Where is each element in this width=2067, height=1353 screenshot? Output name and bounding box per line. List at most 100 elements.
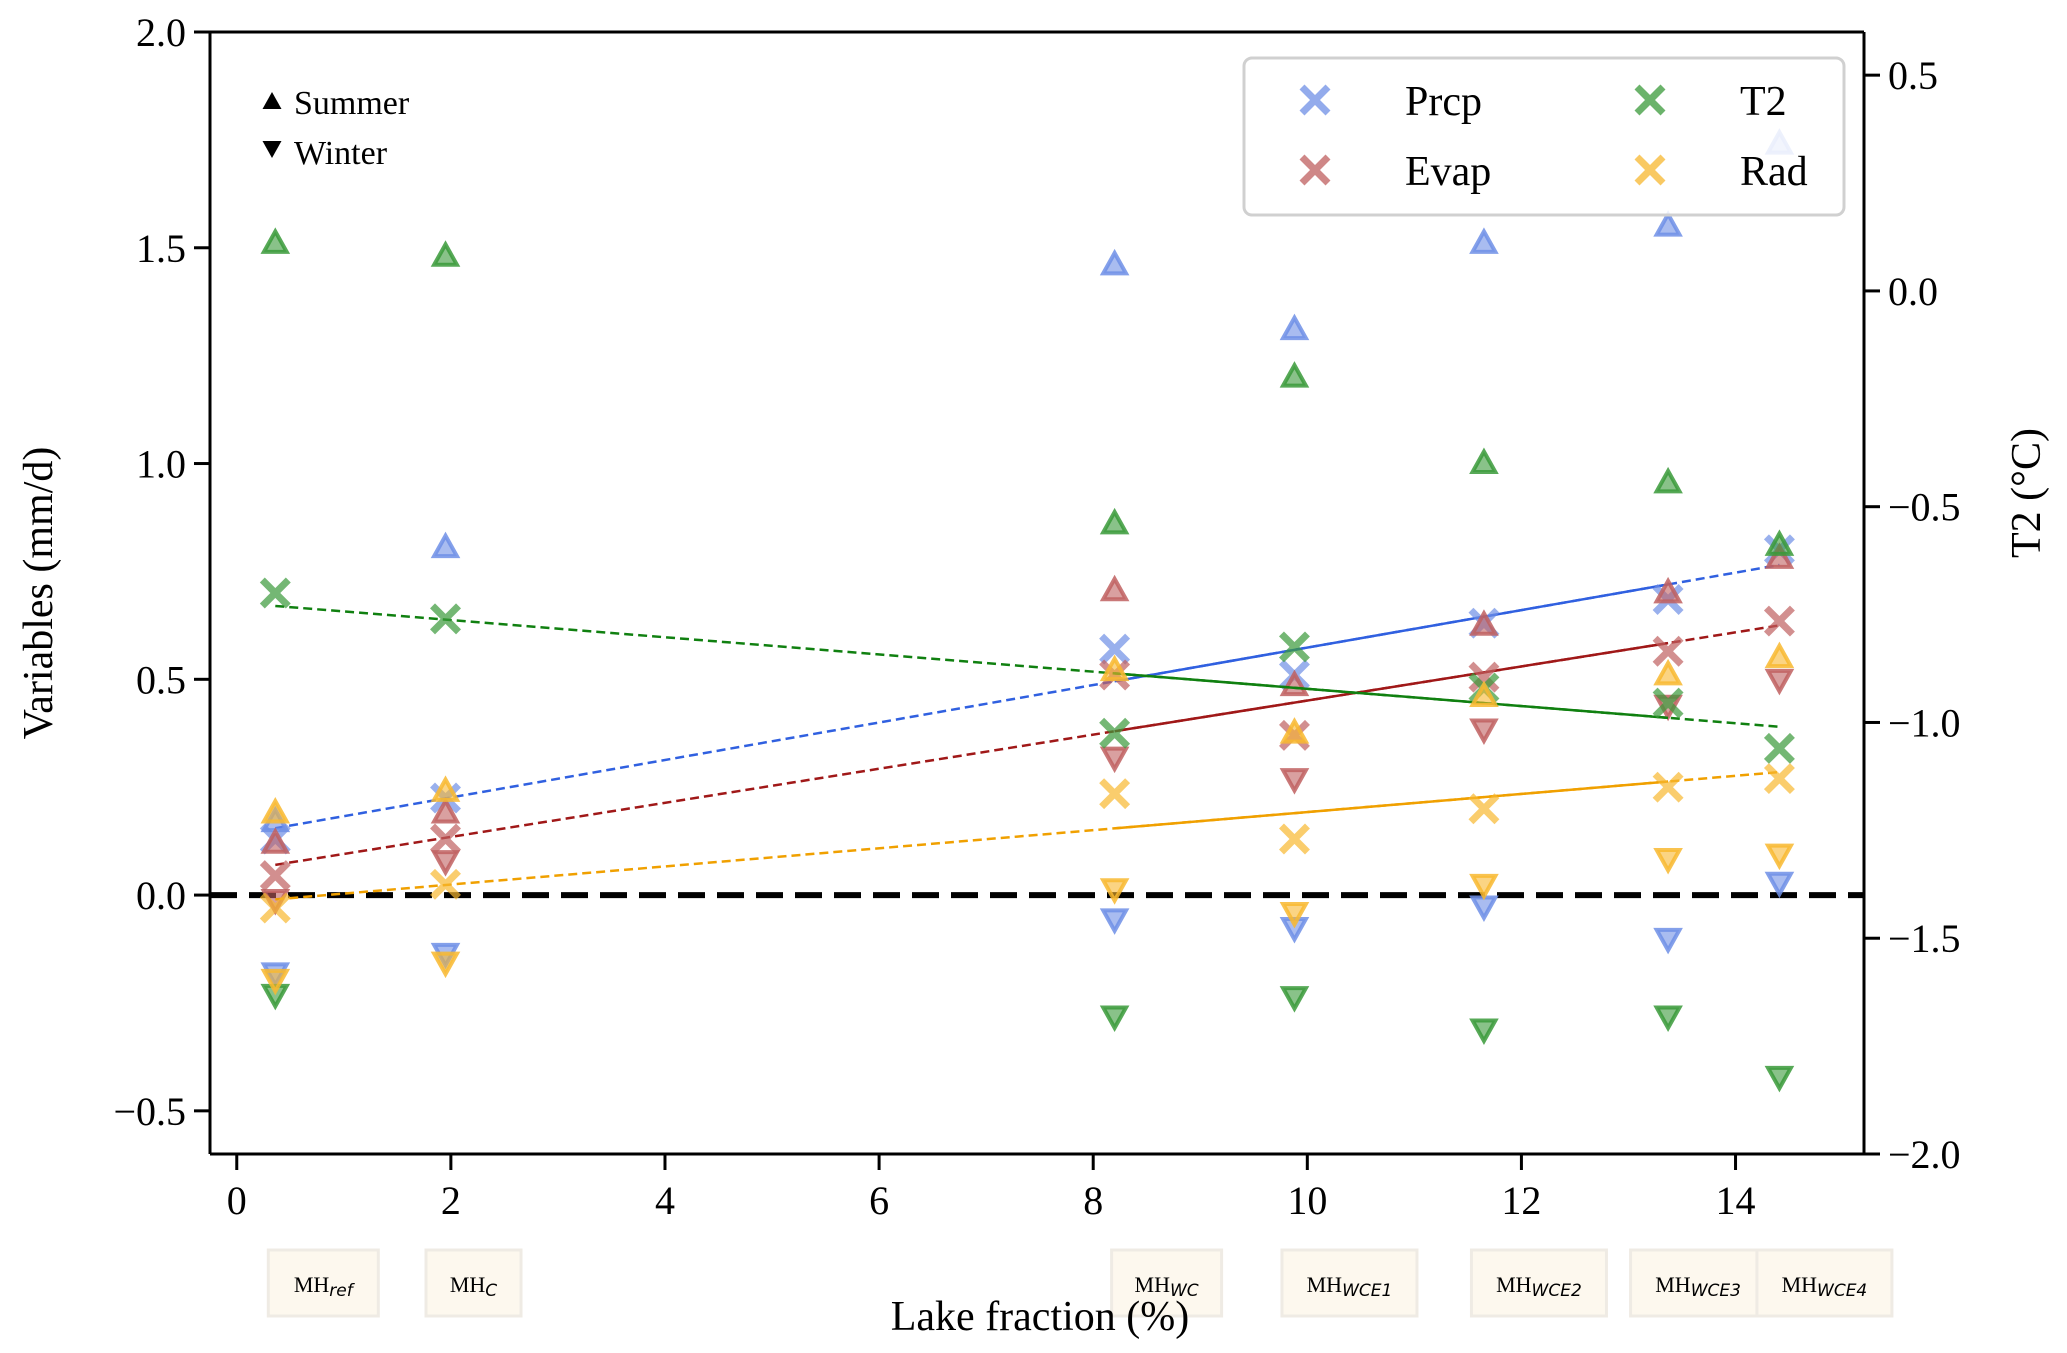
series-evap	[259, 542, 1795, 916]
summer-point	[260, 227, 291, 254]
summer-point	[260, 827, 291, 854]
winter-point	[430, 951, 461, 979]
legend-marker-x-icon	[1634, 84, 1666, 116]
season-legend: Summer Winter	[262, 85, 410, 172]
y-tick-label: 2.0	[136, 10, 186, 55]
winter-point	[1469, 718, 1499, 746]
legend-entry-t2: T2	[1634, 79, 1787, 125]
legend-marker-x-icon	[1299, 84, 1331, 116]
summer-point	[1653, 576, 1683, 604]
experiment-label-box	[1629, 1248, 1768, 1318]
winter-point	[1099, 878, 1130, 905]
summer-point	[430, 775, 461, 802]
winter-point	[1469, 873, 1499, 901]
season-label: Winter	[294, 135, 388, 172]
annual-point	[1652, 687, 1684, 719]
winter-point	[1279, 768, 1310, 795]
winter-point	[1764, 843, 1795, 871]
summer-point	[430, 796, 461, 824]
summer-point	[1764, 542, 1795, 569]
experiment-labels: MHref MHC MHWC MHWCE1 MHWCE2 MHWCE3 MHWCE4	[266, 1248, 1894, 1318]
summer-point	[1764, 529, 1795, 556]
winter-point	[430, 850, 461, 877]
fit-line-solid	[1114, 780, 1669, 830]
legend-entry-rad: Rad	[1634, 149, 1808, 195]
experiment-label-text: MHWC	[1135, 1272, 1199, 1301]
summer-point	[1469, 680, 1499, 707]
fit-line-solid	[1114, 583, 1669, 683]
y-tick-label: −0.5	[113, 1089, 186, 1134]
experiment-label: MHWCE4	[1755, 1248, 1894, 1318]
summer-point	[1469, 609, 1499, 636]
annual-point	[1278, 631, 1310, 663]
x-tick-label: 12	[1501, 1178, 1541, 1223]
x-tick-label: 10	[1287, 1178, 1327, 1223]
experiment-label-box	[1755, 1248, 1894, 1318]
season-label: Summer	[294, 85, 410, 122]
legend-label: Evap	[1405, 149, 1491, 195]
experiment-label: MHref	[266, 1248, 380, 1318]
y-right-tick-label: −2.0	[1888, 1132, 1961, 1177]
triangle-down-icon	[262, 141, 282, 158]
summer-point	[1099, 248, 1130, 276]
x-axis-title: Lake fraction (%)	[891, 1294, 1190, 1340]
summer-point	[1099, 654, 1130, 682]
annual-point	[1468, 661, 1500, 693]
experiment-label: MHWCE1	[1280, 1248, 1419, 1318]
annual-point	[1099, 778, 1131, 810]
experiment-label: MHC	[424, 1248, 523, 1318]
summer-point	[1653, 466, 1683, 494]
fit-line-dashed	[275, 563, 1780, 830]
experiment-label-box	[424, 1248, 523, 1318]
summer-point	[1279, 361, 1310, 388]
experiment-label-box	[1110, 1248, 1224, 1318]
winter-point	[1099, 908, 1130, 935]
legend-marker-x-icon	[1299, 154, 1331, 186]
y-tick-label: 0.0	[136, 873, 186, 918]
fit-line-dashed	[275, 624, 1780, 867]
legend-label: Prcp	[1405, 79, 1482, 125]
series-rad	[259, 641, 1795, 996]
y-tick-label: 0.5	[136, 657, 186, 702]
winter-point	[1653, 1005, 1683, 1033]
legend-entry-prcp: Prcp	[1299, 79, 1482, 125]
experiment-label-box	[1469, 1248, 1608, 1318]
annual-point	[1468, 793, 1500, 825]
summer-point	[1279, 669, 1310, 697]
experiment-label: MHWCE3	[1629, 1248, 1768, 1318]
winter-point	[1764, 871, 1795, 899]
summer-point	[1764, 641, 1795, 669]
legend: Prcp Evap T2 Rad	[1242, 56, 1846, 217]
series-t2	[259, 227, 1795, 1093]
summer-point	[1469, 227, 1499, 254]
legend-marker-x-icon	[1634, 154, 1666, 186]
summer-point	[430, 531, 461, 559]
triangle-up-icon	[262, 92, 282, 109]
legend-label: Rad	[1740, 149, 1808, 195]
legend-entry-evap: Evap	[1299, 149, 1491, 195]
winter-point	[1279, 901, 1310, 929]
experiment-label-box	[266, 1248, 380, 1318]
winter-point	[1279, 986, 1310, 1013]
fit-line-solid	[1114, 672, 1669, 720]
annual-point	[1763, 763, 1795, 795]
y-tick-label: 1.5	[136, 226, 186, 271]
experiment-label: MHWCE2	[1469, 1248, 1608, 1318]
winter-point	[1099, 746, 1130, 774]
annual-point	[259, 892, 291, 924]
annual-point	[259, 577, 291, 609]
fit-line-solid	[1114, 641, 1669, 733]
summer-point	[1279, 313, 1310, 341]
x-tick-label: 4	[655, 1178, 675, 1223]
series-prcp	[259, 128, 1795, 989]
summer-point	[1099, 574, 1130, 602]
summer-point	[1279, 717, 1310, 744]
summer-point	[260, 796, 291, 824]
annual-point	[1652, 771, 1684, 803]
y-axis-right-title: T2 (°C)	[2004, 428, 2050, 558]
annual-point	[1099, 717, 1131, 749]
annual-point	[430, 603, 461, 635]
y-axis-title: Variables (mm/d)	[16, 447, 62, 740]
x-tick-label: 0	[227, 1178, 247, 1223]
